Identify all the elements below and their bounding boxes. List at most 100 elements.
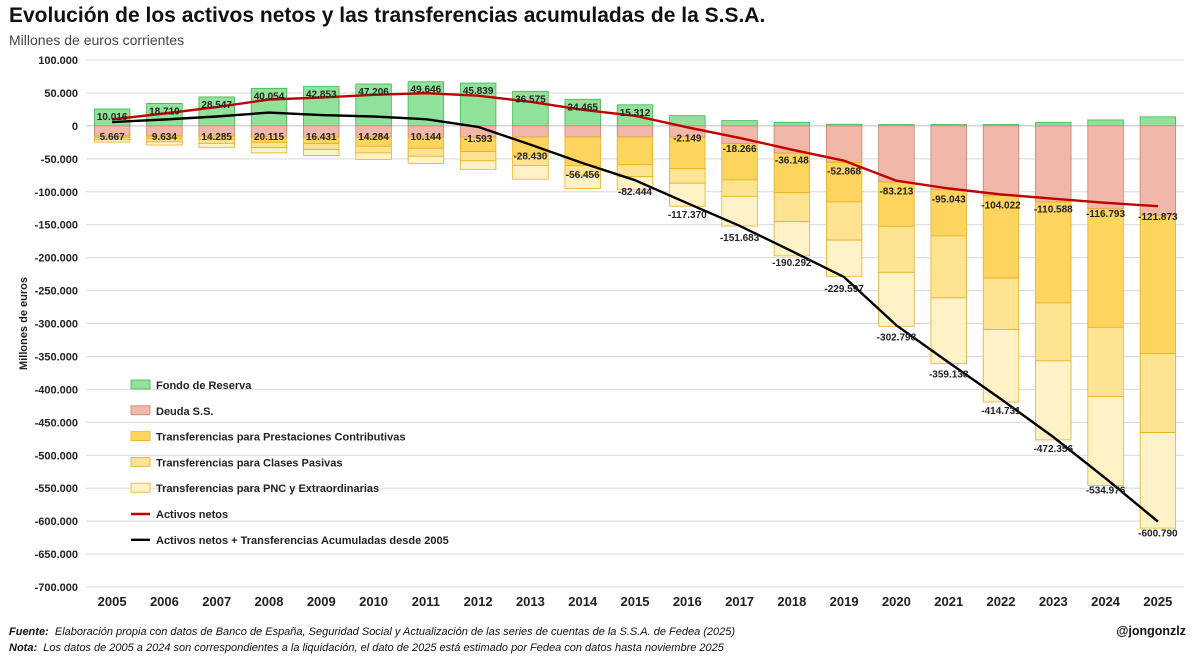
- chart-title: Evolución de los activos netos y las tra…: [9, 4, 766, 27]
- bar-transf-contributivas: [1087, 208, 1124, 328]
- author-handle: @jongonzlz: [1116, 624, 1186, 638]
- bar-transf-pnc: [250, 147, 288, 154]
- bar-deuda-ss: [564, 125, 601, 138]
- bar-fondo-reserva: [355, 83, 392, 127]
- x-tick-label: 2019: [830, 594, 859, 609]
- y-tick-label: 50.000: [44, 88, 78, 100]
- data-label-activos: 18.710: [149, 106, 180, 117]
- data-label-activos: -18.266: [723, 144, 757, 155]
- bar-fondo-reserva: [459, 82, 497, 127]
- data-label-activos: 47.206: [358, 87, 389, 98]
- data-label-activos: -2.149: [673, 133, 702, 144]
- data-label-activos: 45.839: [463, 86, 494, 97]
- note-label: Nota:: [9, 642, 38, 654]
- x-tick-label: 2006: [150, 594, 179, 609]
- legend-label: Transferencias para Prestaciones Contrib…: [156, 432, 405, 444]
- y-tick-label: -700.000: [35, 582, 78, 594]
- legend-label: Activos netos + Transferencias Acumulada…: [156, 535, 449, 547]
- y-tick-label: -500.000: [35, 450, 78, 462]
- data-label-activos: 36.575: [515, 94, 546, 105]
- data-label-acumuladas: -1.593: [464, 134, 493, 145]
- bar-transf-contributivas: [1035, 201, 1072, 304]
- data-label-acumuladas: 10.144: [411, 132, 442, 143]
- data-label-activos: -116.793: [1086, 209, 1125, 220]
- y-tick-label: -200.000: [35, 253, 78, 265]
- y-tick-label: -550.000: [35, 483, 78, 495]
- data-label-activos: -110.588: [1034, 205, 1073, 216]
- x-tick-label: 2013: [516, 594, 545, 609]
- x-tick-label: 2017: [725, 594, 754, 609]
- x-tick-label: 2018: [777, 594, 806, 609]
- x-tick-label: 2015: [621, 594, 650, 609]
- bar-transf-pnc: [512, 164, 549, 180]
- x-tick-label: 2016: [673, 594, 702, 609]
- bar-deuda-ss: [1139, 125, 1177, 216]
- bar-deuda-ss: [512, 125, 549, 138]
- y-tick-label: 0: [72, 121, 78, 133]
- data-label-acumuladas: 14.284: [358, 132, 389, 143]
- bar-fondo-reserva: [773, 121, 811, 127]
- bar-transf-clases-pasivas: [303, 143, 340, 150]
- bar-transf-clases-pasivas: [355, 145, 392, 154]
- x-tick-label: 2023: [1039, 594, 1068, 609]
- bar-transf-pnc: [198, 142, 235, 148]
- data-label-acumuladas: -56.456: [566, 170, 600, 181]
- data-label-activos: -95.043: [932, 194, 966, 205]
- source-label: Fuente:: [9, 626, 49, 638]
- bar-transf-clases-pasivas: [825, 201, 863, 241]
- bar-transf-pnc: [407, 155, 445, 164]
- y-tick-label: -650.000: [35, 549, 78, 561]
- y-tick-label: -250.000: [35, 286, 78, 298]
- y-tick-label: -600.000: [35, 516, 78, 528]
- legend-label: Activos netos: [156, 509, 228, 521]
- bar-transf-contributivas: [930, 189, 967, 237]
- x-tick-label: 2012: [464, 594, 493, 609]
- x-tick-label: 2007: [202, 594, 231, 609]
- x-tick-label: 2025: [1143, 594, 1172, 609]
- bar-transf-clases-pasivas: [1087, 326, 1124, 397]
- footer-source: Fuente: Elaboración propia con datos de …: [9, 626, 735, 638]
- data-label-activos: 42.853: [306, 90, 337, 101]
- legend-label: Transferencias para Clases Pasivas: [156, 457, 343, 469]
- x-tick-label: 2010: [359, 594, 388, 609]
- line-activos-transferencias: [112, 111, 1159, 523]
- data-label-acumuladas: -229.597: [824, 284, 864, 295]
- bar-deuda-ss: [1087, 125, 1124, 210]
- bar-transf-pnc: [773, 221, 811, 257]
- x-tick-label: 2022: [987, 594, 1016, 609]
- data-label-activos: -121.873: [1138, 212, 1178, 223]
- bar-transf-clases-pasivas: [1139, 353, 1177, 433]
- legend-swatch: [130, 482, 151, 493]
- data-label-acumuladas: 14.285: [201, 132, 232, 143]
- y-tick-label: -50.000: [41, 154, 78, 166]
- bar-deuda-ss: [878, 125, 915, 183]
- legend-swatch: [130, 405, 151, 416]
- data-label-acumuladas: -28.430: [513, 152, 547, 163]
- bar-deuda-ss: [982, 125, 1020, 197]
- line-activos-netos: [111, 91, 1158, 208]
- source-text: Elaboración propia con datos de Banco de…: [54, 626, 736, 638]
- legend-swatch: [130, 379, 151, 390]
- legend-swatch: [130, 431, 151, 442]
- bar-transf-pnc: [616, 176, 654, 191]
- bar-fondo-reserva: [1035, 122, 1072, 127]
- bar-fondo-reserva: [1139, 116, 1177, 127]
- note-text: Los datos de 2005 a 2024 son correspondi…: [43, 642, 724, 654]
- x-tick-label: 2009: [307, 594, 336, 609]
- y-tick-label: -450.000: [35, 417, 78, 429]
- x-tick-label: 2024: [1091, 594, 1121, 609]
- data-label-acumuladas: -534.976: [1086, 485, 1126, 496]
- bar-transf-clases-pasivas: [669, 168, 706, 184]
- data-label-acumuladas: -151.683: [720, 233, 760, 244]
- bar-transf-contributivas: [616, 136, 654, 166]
- bar-transf-pnc: [459, 160, 497, 170]
- x-tick-label: 2011: [412, 594, 440, 609]
- bar-fondo-reserva: [721, 120, 758, 127]
- bar-deuda-ss: [1035, 125, 1072, 203]
- bar-deuda-ss: [825, 125, 863, 163]
- data-label-activos: 40.054: [254, 91, 285, 102]
- data-label-activos: 24.465: [567, 102, 598, 113]
- legend-label: Transferencias para PNC y Extraordinaria…: [156, 483, 379, 495]
- bar-transf-clases-pasivas: [982, 277, 1020, 330]
